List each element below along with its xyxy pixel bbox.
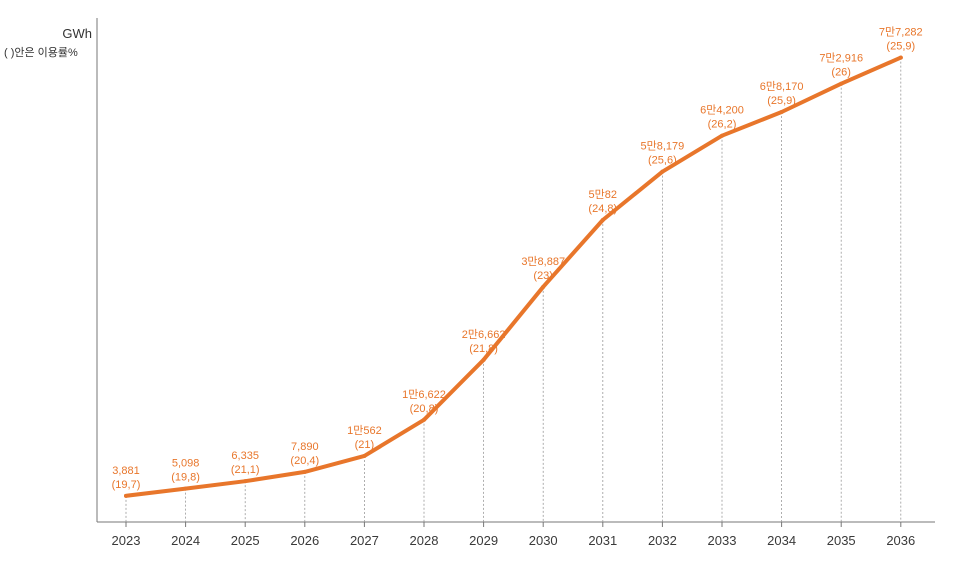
data-point-2035 <box>839 81 844 86</box>
utilization-note: ( )안은 이용률% <box>4 47 78 59</box>
rate-label-2024: (19,8) <box>171 472 200 484</box>
value-label-2027: 1만562 <box>347 424 382 437</box>
data-point-2024 <box>183 486 188 491</box>
rate-label-2029: (21,8) <box>469 343 498 355</box>
data-point-2031 <box>600 218 605 223</box>
x-tick-label-2024: 2024 <box>171 533 200 548</box>
rate-label-2026: (20,4) <box>290 455 319 467</box>
value-label-2023: 3,881 <box>112 465 140 477</box>
data-point-2032 <box>660 169 665 174</box>
data-point-2036 <box>898 55 903 60</box>
rate-label-2030: (23) <box>533 270 553 282</box>
value-label-2028: 1만6,622 <box>402 388 446 401</box>
x-tick-label-2030: 2030 <box>529 533 558 548</box>
data-point-2033 <box>720 133 724 138</box>
x-tick-label-2025: 2025 <box>231 533 260 548</box>
rate-label-2025: (21,1) <box>231 464 260 476</box>
data-point-2025 <box>243 479 248 484</box>
x-tick-label-2026: 2026 <box>290 533 319 548</box>
data-point-2023 <box>124 493 128 498</box>
x-tick-label-2023: 2023 <box>112 533 141 548</box>
x-tick-label-2027: 2027 <box>350 533 379 548</box>
rate-label-2031: (24,8) <box>588 203 617 215</box>
rate-label-2032: (25,6) <box>648 155 677 167</box>
rate-label-2027: (21) <box>355 439 375 451</box>
data-point-2028 <box>422 417 426 422</box>
x-tick-label-2035: 2035 <box>827 533 856 548</box>
value-label-2029: 2만6,662 <box>462 328 506 341</box>
x-tick-label-2029: 2029 <box>469 533 498 548</box>
data-point-2030 <box>541 284 546 289</box>
data-point-2034 <box>779 110 784 115</box>
x-tick-label-2031: 2031 <box>588 533 617 548</box>
rate-label-2034: (25,9) <box>767 95 796 107</box>
x-tick-label-2033: 2033 <box>708 533 737 548</box>
value-label-2024: 5,098 <box>172 458 200 470</box>
rate-label-2036: (25,9) <box>886 41 915 53</box>
value-label-2032: 5만8,179 <box>641 140 685 153</box>
rate-label-2035: (26) <box>831 67 851 79</box>
data-point-2027 <box>362 453 367 458</box>
data-point-2029 <box>481 357 486 362</box>
rate-label-2033: (26,2) <box>708 119 737 131</box>
x-tick-label-2036: 2036 <box>886 533 915 548</box>
value-label-2033: 6만4,200 <box>700 104 744 117</box>
value-label-2035: 7만2,916 <box>819 52 863 65</box>
value-label-2026: 7,890 <box>291 441 319 453</box>
data-point-2026 <box>302 469 307 474</box>
x-tick-label-2034: 2034 <box>767 533 796 548</box>
y-axis-unit: GWh <box>62 26 92 41</box>
series-line-gwh <box>124 55 903 498</box>
value-label-2034: 6만8,170 <box>760 80 804 93</box>
x-tick-label-2032: 2032 <box>648 533 677 548</box>
rate-label-2028: (20,8) <box>410 403 439 415</box>
value-label-2030: 3만8,887 <box>521 255 565 268</box>
value-label-2036: 7만7,282 <box>879 26 923 39</box>
value-label-2031: 5만82 <box>589 188 617 201</box>
rate-label-2023: (19,7) <box>112 479 141 491</box>
value-label-2025: 6,335 <box>231 450 259 462</box>
x-tick-label-2028: 2028 <box>410 533 439 548</box>
